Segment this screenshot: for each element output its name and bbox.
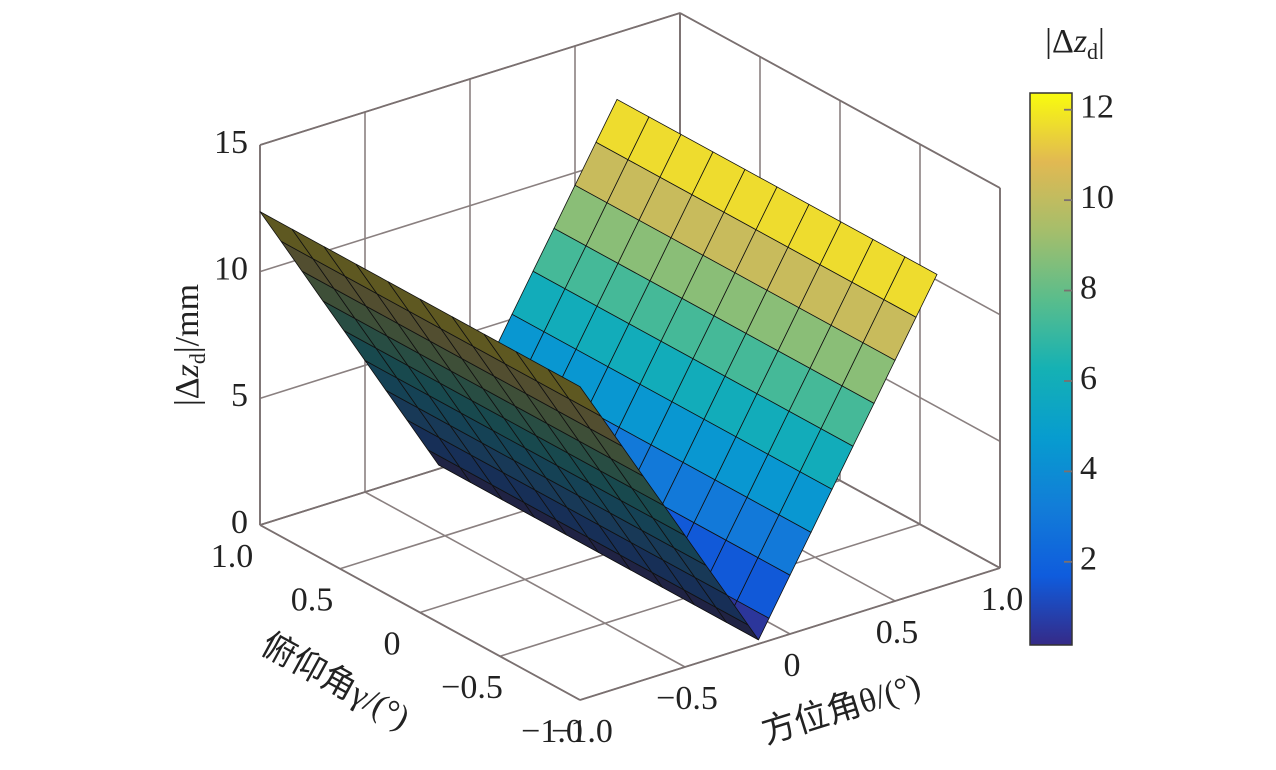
z-axis-label: |Δzd|/mm [169, 284, 210, 406]
colorbar-tick-label: 4 [1080, 450, 1097, 487]
x-tick-label: 0.5 [876, 614, 919, 651]
colorbar-label-part: | [1098, 23, 1105, 60]
x-axis-label: 方位角θ/(°) [757, 666, 925, 751]
z-tick-label: 15 [214, 124, 248, 161]
z-axis-label-part: d [185, 353, 210, 364]
z-axis-label-part: |Δ [169, 377, 206, 406]
x-tick-label: −0.5 [656, 680, 718, 717]
colorbar-tick-label: 10 [1080, 179, 1114, 216]
y-tick-label: 1.0 [211, 538, 254, 575]
axis-edge [579, 567, 1001, 701]
x-tick-label: 0 [784, 647, 801, 684]
x-tick-label: 1.0 [981, 581, 1024, 618]
z-axis-label-part: z [169, 364, 206, 378]
surface-cell [259, 211, 314, 260]
z-tick-label: 5 [231, 377, 248, 414]
z-axis-label-part: |/mm [169, 284, 206, 353]
y-tick-label: 0 [384, 625, 401, 662]
surface-cell [547, 368, 602, 417]
y-tick-label: −1.0 [521, 713, 583, 750]
colorbar-tick-label: 2 [1080, 541, 1097, 578]
axis-edge [259, 12, 681, 146]
colorbar-label-part: |Δ [1045, 23, 1074, 60]
y-tick-label: 0.5 [291, 582, 334, 619]
z-tick-label: 0 [231, 504, 248, 541]
colorbar-label: |Δzd| [1045, 23, 1105, 64]
y-tick-label: −0.5 [441, 669, 503, 706]
x-tick-label: −1.0 [551, 713, 613, 750]
colorbar-tick-label: 12 [1080, 89, 1114, 126]
z-tick-label: 10 [214, 250, 248, 287]
axis-edge [679, 12, 1001, 189]
axis-edge [259, 524, 581, 701]
colorbar-label-part: z [1073, 23, 1087, 60]
colorbar-label-part: d [1087, 39, 1098, 64]
colorbar-tick-label: 8 [1080, 269, 1097, 306]
colorbar-tick-label: 6 [1080, 360, 1097, 397]
colorbar [1029, 92, 1073, 646]
